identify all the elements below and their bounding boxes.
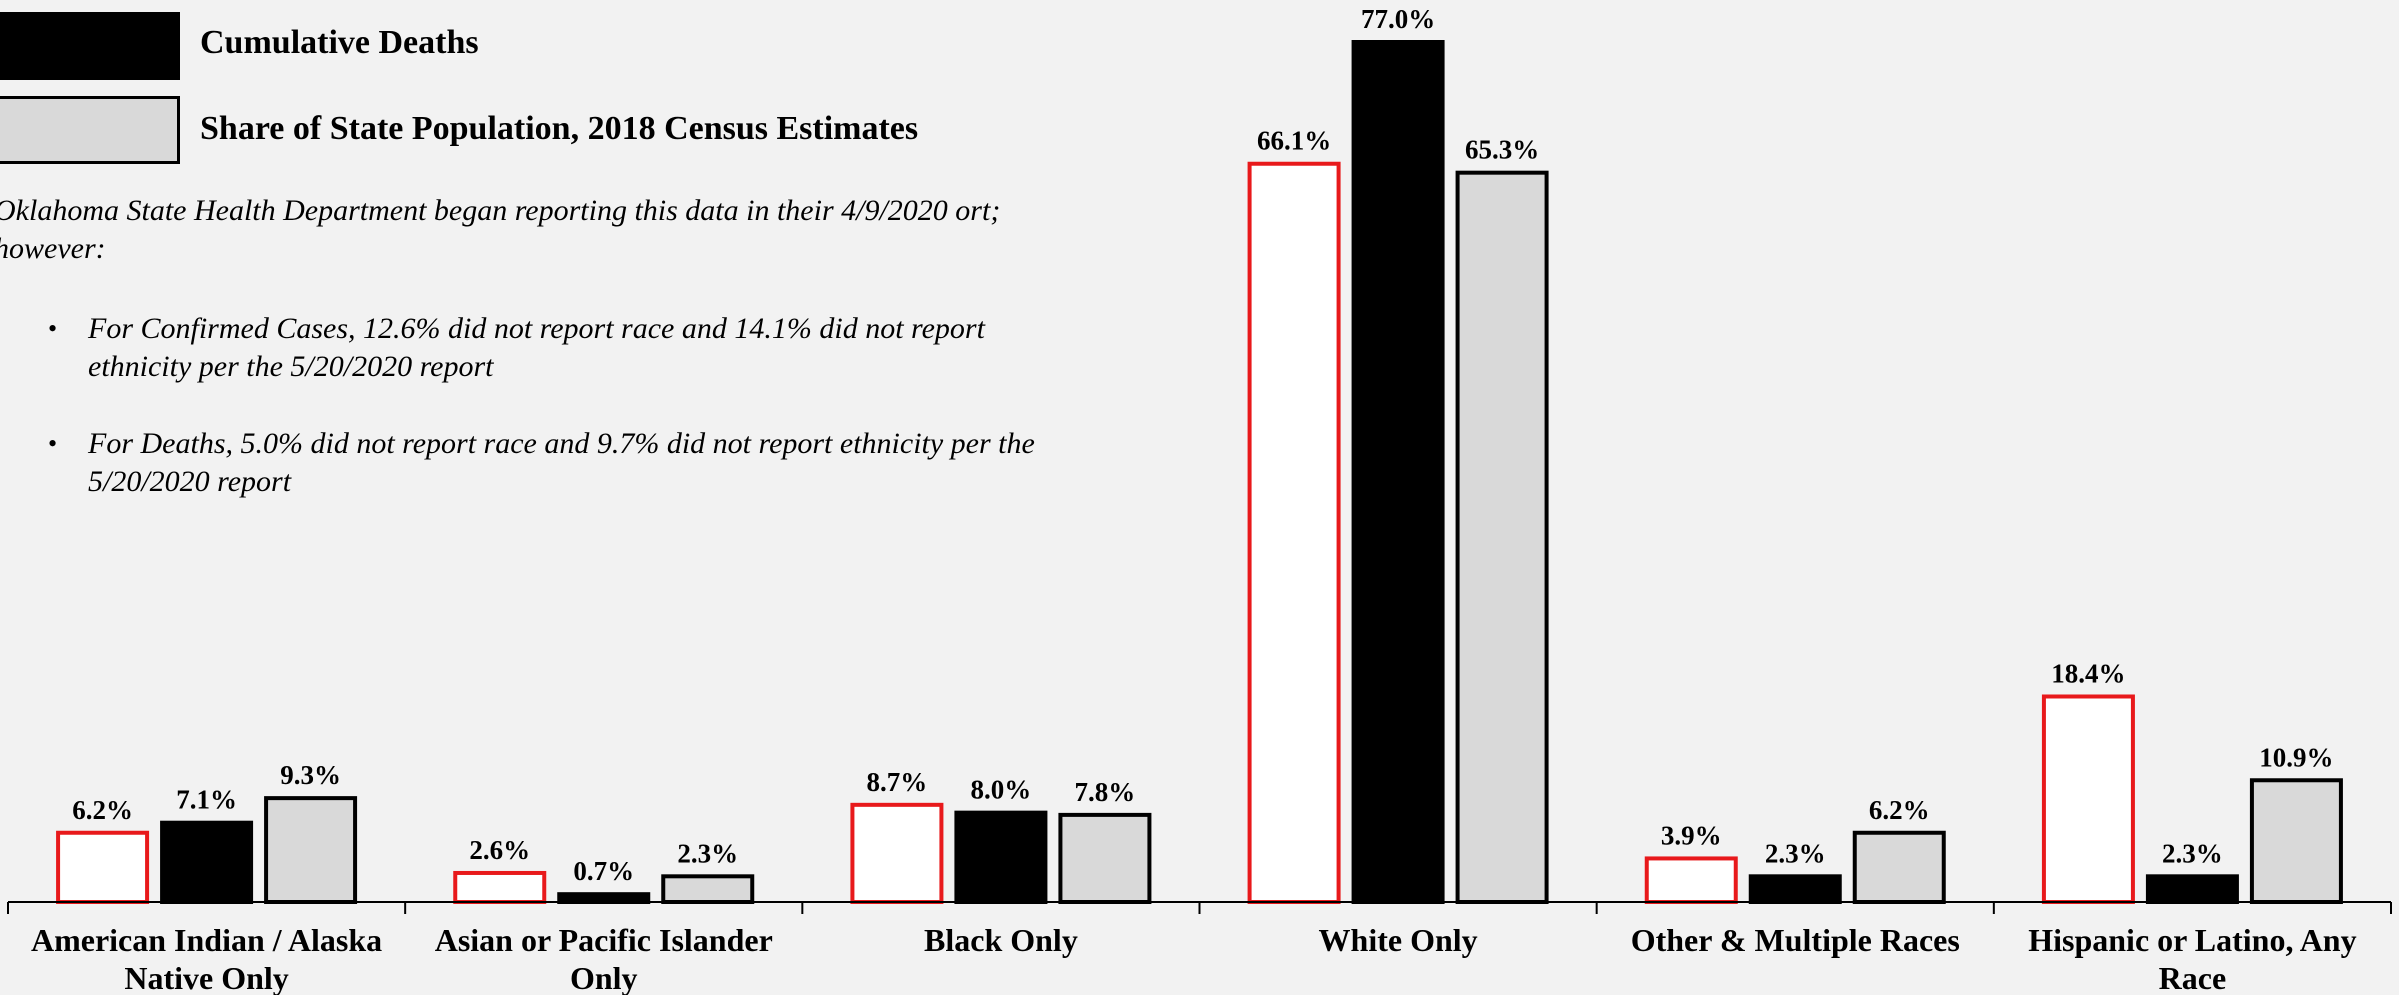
bar-series-2-category-1 bbox=[160, 820, 254, 904]
data-label-series-3-category-1: 9.3% bbox=[280, 760, 341, 790]
bar-series-3-category-3 bbox=[1058, 812, 1152, 904]
data-label-series-1-category-6: 18.4% bbox=[2051, 658, 2125, 688]
data-note-intro: Oklahoma State Health Department began r… bbox=[0, 194, 1001, 265]
data-label-series-1-category-4: 66.1% bbox=[1257, 126, 1331, 156]
bar-series-2-category-2 bbox=[557, 892, 651, 905]
category-label: White Only bbox=[1319, 922, 1478, 958]
legend-label-deaths: Cumulative Deaths bbox=[200, 24, 479, 61]
data-label-series-3-category-6: 10.9% bbox=[2259, 742, 2333, 772]
bar-series-1-category-1 bbox=[56, 830, 150, 904]
data-label-series-1-category-2: 2.6% bbox=[469, 835, 530, 865]
bars-group: 6.2% 7.1% 9.3% 2.6% 0.7% 2.3% 8.7% 8.0% 7.8% 66.1… bbox=[56, 4, 2343, 905]
category-label: Native Only bbox=[124, 960, 288, 995]
category-label: Asian or Pacific Islander bbox=[435, 922, 773, 958]
bar-series-1-category-2 bbox=[453, 870, 547, 905]
category-label: Other & Multiple Races bbox=[1631, 922, 1960, 958]
data-label-series-1-category-1: 6.2% bbox=[72, 795, 133, 825]
data-note-bullet-cases: For Confirmed Cases, 12.6% did not repor… bbox=[0, 310, 1048, 386]
bar-series-2-category-5 bbox=[1748, 874, 1842, 905]
bar-series-3-category-5 bbox=[1852, 830, 1946, 904]
bar-series-1-category-5 bbox=[1644, 856, 1738, 904]
data-label-series-2-category-1: 7.1% bbox=[176, 785, 237, 815]
category-label: American Indian / Alaska bbox=[31, 922, 382, 958]
bar-series-3-category-2 bbox=[661, 874, 755, 905]
data-label-series-2-category-6: 2.3% bbox=[2162, 838, 2223, 868]
bar-series-2-category-3 bbox=[954, 810, 1048, 904]
bar-series-2-category-6 bbox=[2145, 874, 2239, 905]
data-label-series-1-category-3: 8.7% bbox=[867, 767, 928, 797]
category-label: Black Only bbox=[924, 922, 1078, 958]
data-label-series-2-category-2: 0.7% bbox=[573, 856, 634, 886]
data-label-series-2-category-4: 77.0% bbox=[1361, 4, 1435, 34]
bar-series-1-category-3 bbox=[850, 802, 944, 905]
data-label-series-2-category-3: 8.0% bbox=[971, 775, 1032, 805]
bar-series-1-category-4 bbox=[1247, 161, 1341, 905]
category-label: Race bbox=[2159, 960, 2227, 995]
legend-label-population: Share of State Population, 2018 Census E… bbox=[200, 110, 919, 147]
bar-series-1-category-6 bbox=[2041, 694, 2135, 905]
category-label: Hispanic or Latino, Any bbox=[2028, 922, 2356, 958]
data-label-series-3-category-4: 65.3% bbox=[1465, 135, 1539, 165]
bar-series-3-category-1 bbox=[264, 796, 358, 905]
legend-swatch-deaths bbox=[0, 12, 180, 80]
data-label-series-3-category-3: 7.8% bbox=[1075, 777, 1136, 807]
bar-series-3-category-6 bbox=[2249, 778, 2343, 905]
bar-series-2-category-4 bbox=[1351, 40, 1445, 904]
x-axis-ticks bbox=[7, 902, 2392, 914]
data-label-series-3-category-5: 6.2% bbox=[1869, 795, 1930, 825]
data-label-series-3-category-2: 2.3% bbox=[677, 838, 738, 868]
data-label-series-2-category-5: 2.3% bbox=[1765, 838, 1826, 868]
data-note-list: For Confirmed Cases, 12.6% did not repor… bbox=[0, 310, 1100, 540]
bar-series-3-category-4 bbox=[1455, 170, 1549, 904]
data-note-bullet-deaths: For Deaths, 5.0% did not report race and… bbox=[0, 425, 1048, 501]
legend-swatch-population bbox=[0, 96, 180, 164]
category-label: Only bbox=[570, 960, 638, 995]
data-label-series-1-category-5: 3.9% bbox=[1661, 820, 1722, 850]
